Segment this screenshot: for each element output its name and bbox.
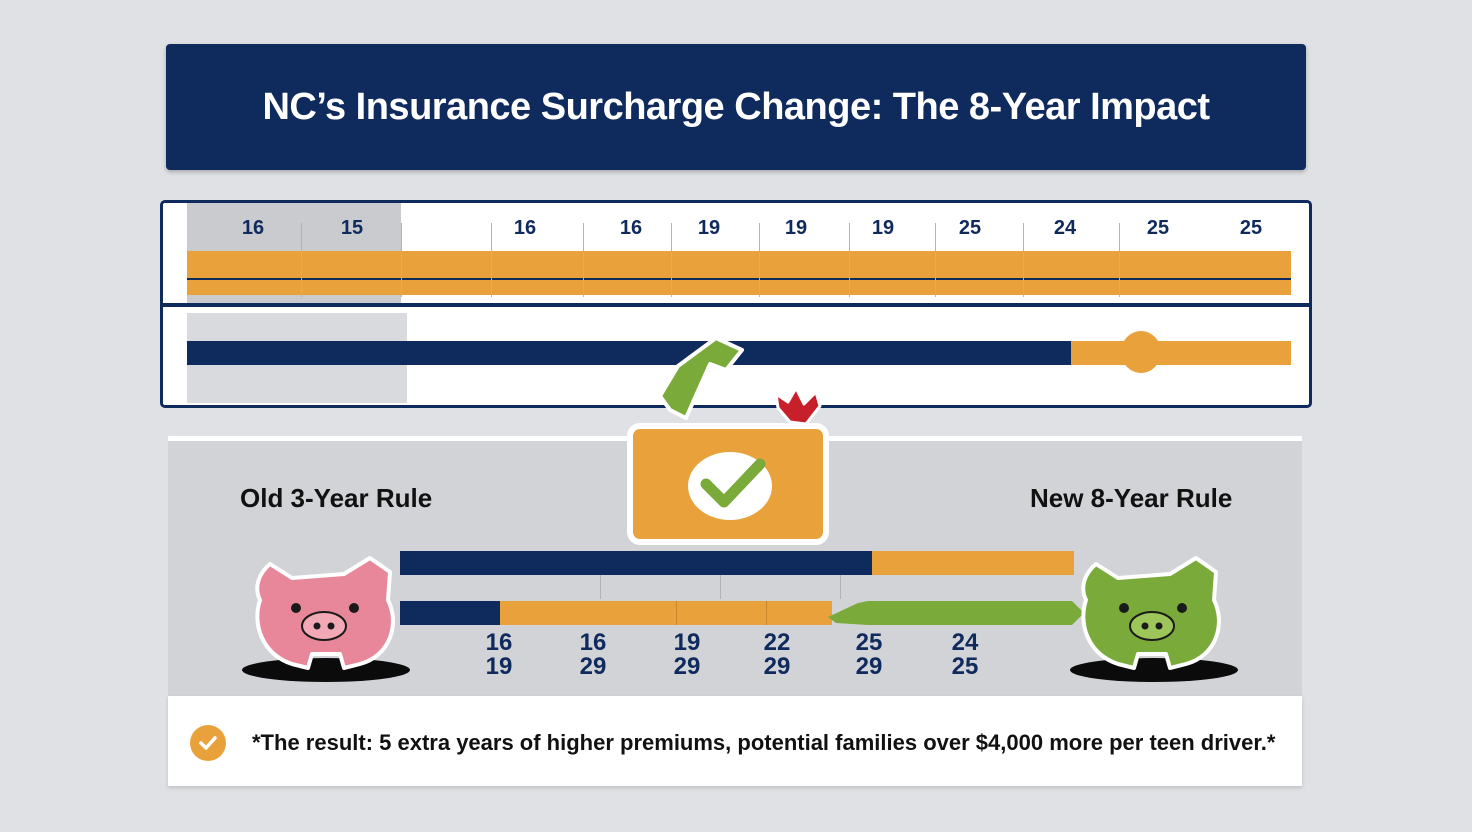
timeline-tick xyxy=(759,223,760,297)
timeline-tick xyxy=(671,223,672,297)
timeline-tick xyxy=(935,223,936,297)
title-banner: NC’s Insurance Surcharge Change: The 8-Y… xyxy=(166,44,1306,170)
pair-top: 24 xyxy=(951,629,979,656)
new-rule-extension-bar xyxy=(872,551,1074,575)
compare-tick xyxy=(840,575,841,599)
pair-label: 16 19 xyxy=(464,631,534,679)
pair-label: 22 29 xyxy=(742,631,812,679)
timeline-year-label: 25 xyxy=(1146,217,1170,239)
green-piggy-bank-icon xyxy=(1070,556,1238,682)
compare-tick xyxy=(720,575,721,599)
pair-bottom: 29 xyxy=(579,653,607,680)
timeline-marker xyxy=(1121,331,1161,373)
red-mark xyxy=(774,386,822,426)
old-rule-label: Old 3-Year Rule xyxy=(240,483,433,513)
compare-tick xyxy=(600,575,601,599)
checkmark-icon xyxy=(199,736,217,750)
compare-segment-divider xyxy=(766,601,767,625)
pink-piggy-bank-icon xyxy=(242,556,410,682)
compare-orange-segment xyxy=(500,601,832,625)
timeline-tick xyxy=(491,223,492,297)
compare-navy-segment xyxy=(400,601,500,625)
timeline-tick xyxy=(401,223,402,297)
timeline-tick xyxy=(849,223,850,297)
result-text: *The result: 5 extra years of higher pre… xyxy=(252,730,1276,755)
timeline-tick xyxy=(1119,223,1120,297)
green-arrow-icon xyxy=(828,601,1084,625)
pair-top: 16 xyxy=(485,629,513,656)
timeline-year-label: 16 xyxy=(513,217,537,239)
pair-top: 25 xyxy=(855,629,883,656)
page-title: NC’s Insurance Surcharge Change: The 8-Y… xyxy=(262,85,1210,128)
pair-bottom: 29 xyxy=(763,653,791,680)
timeline-year-label: 19 xyxy=(697,217,721,239)
timeline-year-label: 16 xyxy=(619,217,643,239)
pair-label: 24 25 xyxy=(930,631,1000,679)
compare-segment-divider xyxy=(676,601,677,625)
timeline-year-label: 16 xyxy=(241,217,265,239)
folder-icon xyxy=(627,336,829,545)
check-circle-icon xyxy=(190,725,226,761)
timeline-year-label: 19 xyxy=(784,217,808,239)
new-rule-label: New 8-Year Rule xyxy=(1030,483,1233,513)
timeline-divider xyxy=(163,303,1309,307)
pair-bottom: 29 xyxy=(855,653,883,680)
pair-bottom: 25 xyxy=(951,653,979,680)
timeline-orange-bar-bottom xyxy=(1071,341,1291,365)
timeline-tick xyxy=(583,223,584,297)
timeline-line xyxy=(187,278,1291,280)
timeline-year-label: 25 xyxy=(958,217,982,239)
timeline-year-label: 24 xyxy=(1053,217,1077,239)
timeline-year-label: 25 xyxy=(1239,217,1263,239)
old-rule-bar xyxy=(400,551,872,575)
pair-top: 16 xyxy=(579,629,607,656)
pair-top: 19 xyxy=(673,629,701,656)
timeline-tick xyxy=(301,223,302,297)
pair-top: 22 xyxy=(763,629,791,656)
pair-label: 25 29 xyxy=(834,631,904,679)
timeline-tick xyxy=(1023,223,1024,297)
pair-bottom: 29 xyxy=(673,653,701,680)
timeline-orange-bar xyxy=(187,251,1291,295)
pair-label: 16 29 xyxy=(558,631,628,679)
timeline-navy-bar xyxy=(187,341,1071,365)
pair-bottom: 19 xyxy=(485,653,513,680)
green-check-flag xyxy=(640,336,744,420)
checkmark-icon xyxy=(700,458,766,508)
pair-label: 19 29 xyxy=(652,631,722,679)
timeline-year-label: 19 xyxy=(871,217,895,239)
timeline-panel: 16 15 16 16 19 19 19 25 24 25 25 xyxy=(160,200,1312,408)
result-panel: *The result: 5 extra years of higher pre… xyxy=(168,696,1302,786)
timeline-year-label: 15 xyxy=(340,217,364,239)
